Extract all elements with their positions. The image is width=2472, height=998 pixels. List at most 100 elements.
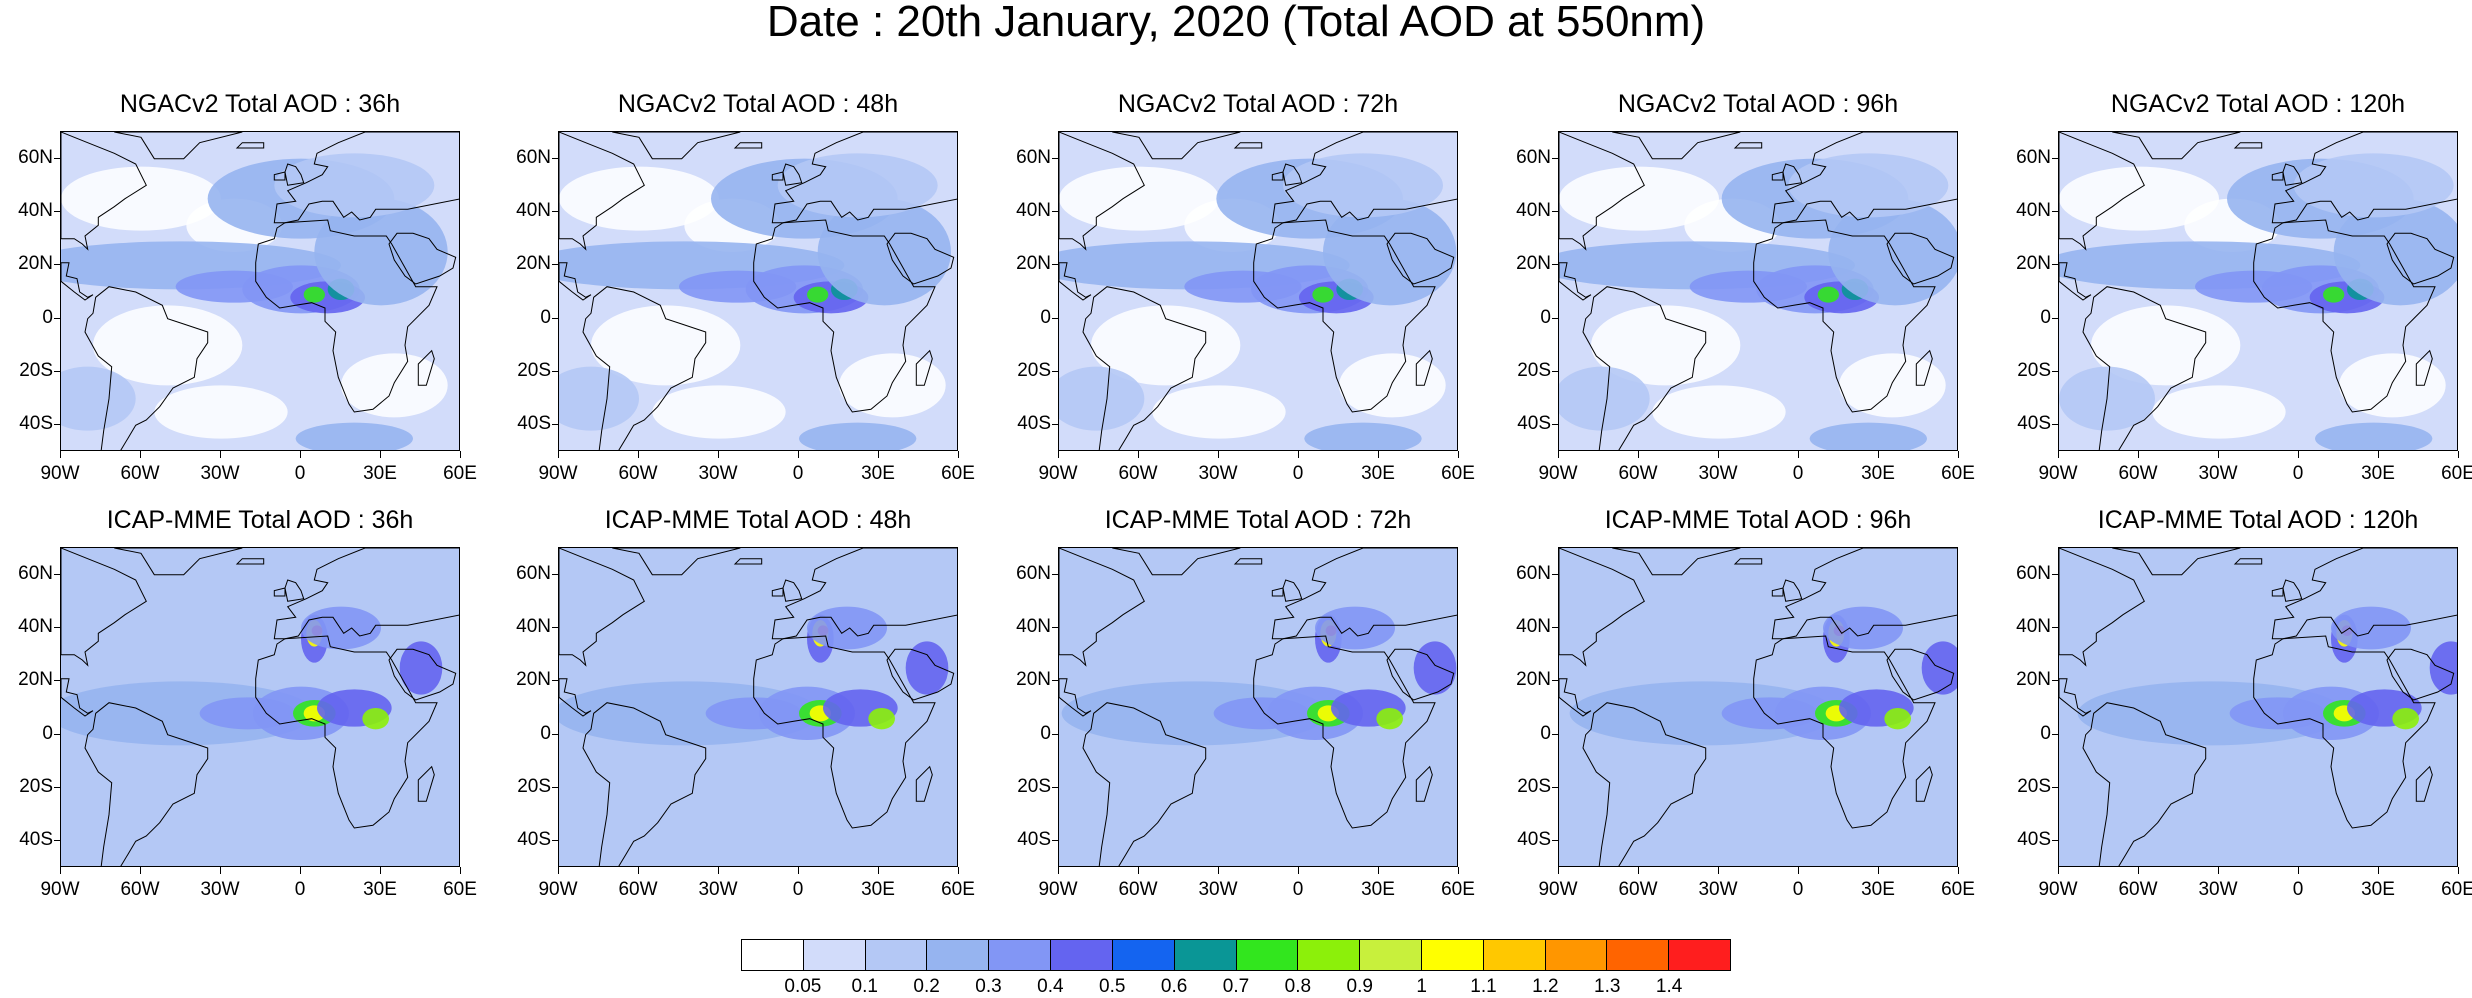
lon-tick-mark (1718, 867, 1719, 874)
coastline-central-america (1059, 678, 1092, 717)
coastline-south-america (2082, 286, 2207, 450)
lat-tick-label: 40N (1016, 200, 1051, 221)
coastline-central-america (559, 678, 592, 717)
lat-tick-mark (1052, 371, 1058, 372)
coastline-south-america (2082, 702, 2207, 866)
coastline-arabia (886, 648, 955, 701)
lat-tick-mark (2052, 787, 2058, 788)
coastline-africa (2253, 635, 2436, 829)
lon-tick-mark (2298, 867, 2299, 874)
colorbar-bin (1298, 940, 1361, 970)
map-canvas (559, 548, 957, 866)
lat-tick-label: 20N (1016, 253, 1051, 275)
colorbar-label: 0.5 (1099, 976, 1126, 997)
lat-tick-mark (2052, 573, 2058, 575)
lon-tick-mark (2058, 867, 2059, 874)
lon-tick-mark (140, 451, 141, 458)
lat-tick-mark (2052, 211, 2058, 212)
lon-tick-label: 30E (363, 463, 397, 484)
coastline-europe (1271, 132, 1457, 224)
lat-tick-label: 20N (516, 253, 551, 275)
lat-tick-label: 20N (516, 669, 551, 691)
coastline-arabia (1386, 648, 1455, 701)
lat-tick-label: 20N (2016, 669, 2051, 691)
lon-tick-label: 60W (1118, 463, 1158, 484)
lon-tick-mark (1458, 451, 1459, 458)
lat-tick-label: 60N (2016, 146, 2051, 168)
lon-tick-label: 60E (941, 463, 975, 484)
coastline-africa (1253, 219, 1436, 413)
lat-tick-label: 40N (516, 200, 551, 221)
lon-tick-label: 60W (1118, 879, 1158, 900)
lon-tick-mark (958, 451, 959, 458)
lat-tick-mark (552, 211, 558, 212)
colorbar-bin (1112, 940, 1175, 970)
colorbar-bin (1669, 940, 1730, 970)
lon-tick-mark (1378, 867, 1379, 874)
low-aod-region (1839, 353, 1946, 418)
aod-map-icap-mme-36h (60, 547, 460, 867)
lat-tick-mark (2052, 157, 2058, 159)
low-aod-region (2339, 353, 2446, 418)
lon-tick-label: 60W (618, 879, 658, 900)
colorbar-bin (1483, 940, 1546, 970)
coastline-greenland (1112, 132, 1241, 160)
lon-tick-label: 0 (1792, 463, 1804, 484)
coastline-central-america (559, 262, 592, 301)
coastline-iceland (2233, 142, 2263, 149)
aod-plume (1312, 286, 1334, 303)
lon-tick-mark (1558, 451, 1559, 458)
lon-tick-mark (558, 867, 559, 874)
lon-tick-mark (2138, 867, 2139, 874)
lon-tick-label: 60E (1941, 463, 1975, 484)
coastline-ireland (1771, 171, 1784, 181)
lon-tick-label: 90W (538, 879, 578, 900)
lat-tick-mark (552, 371, 558, 372)
lon-tick-label: 90W (40, 463, 80, 484)
lat-tick-mark (552, 733, 558, 735)
lon-tick-label: 60W (1618, 879, 1658, 900)
lon-tick-mark (2218, 451, 2219, 458)
lon-tick-mark (460, 867, 461, 874)
lon-tick-label: 30E (861, 463, 895, 484)
lat-tick-mark (1052, 157, 1058, 159)
lon-tick-mark (878, 867, 879, 874)
panel-title: NGACv2 Total AOD : 72h (1117, 90, 1399, 118)
lat-tick-label: 60N (2016, 562, 2051, 584)
lon-tick-label: 60W (618, 463, 658, 484)
lon-tick-label: 90W (1538, 463, 1578, 484)
aod-map-icap-mme-120h (2058, 547, 2458, 867)
lon-tick-mark (140, 867, 141, 874)
colorbar-label: 1.3 (1594, 976, 1621, 997)
lat-tick-mark (1052, 787, 1058, 788)
lat-tick-label: 20N (1516, 253, 1551, 275)
aod-map-ngacv2-48h (558, 131, 958, 451)
coastline-europe (2271, 132, 2457, 224)
low-aod-region (1591, 305, 1741, 386)
lon-tick-mark (1558, 867, 1559, 874)
coastline-north-america (61, 548, 147, 667)
aod-plume (1817, 286, 1839, 303)
coastline-madagascar (915, 349, 933, 386)
map-canvas (1559, 132, 1957, 450)
lon-tick-mark (300, 451, 301, 458)
lat-tick-mark (54, 680, 60, 682)
low-aod-region (2059, 166, 2219, 231)
lat-tick-mark (1552, 680, 1558, 682)
coastline-central-america (61, 678, 94, 717)
low-aod-region (1091, 305, 1241, 386)
lat-tick-label: 40N (18, 200, 53, 221)
coastline-europe (2271, 548, 2457, 640)
colorbar-bin (1545, 940, 1608, 970)
coastline-africa (2253, 219, 2436, 413)
aod-plume (274, 153, 435, 218)
colorbar-label: 0.1 (851, 976, 878, 997)
coastline-south-america (1582, 286, 1707, 450)
panel-title: NGACv2 Total AOD : 36h (119, 90, 401, 118)
lat-tick-label: 0 (2040, 722, 2051, 744)
aod-plume (807, 606, 887, 650)
lon-tick-mark (2378, 867, 2379, 874)
coastline-ireland (771, 587, 784, 597)
lat-tick-label: 0 (1540, 306, 1551, 328)
coastline-africa (1753, 635, 1936, 829)
